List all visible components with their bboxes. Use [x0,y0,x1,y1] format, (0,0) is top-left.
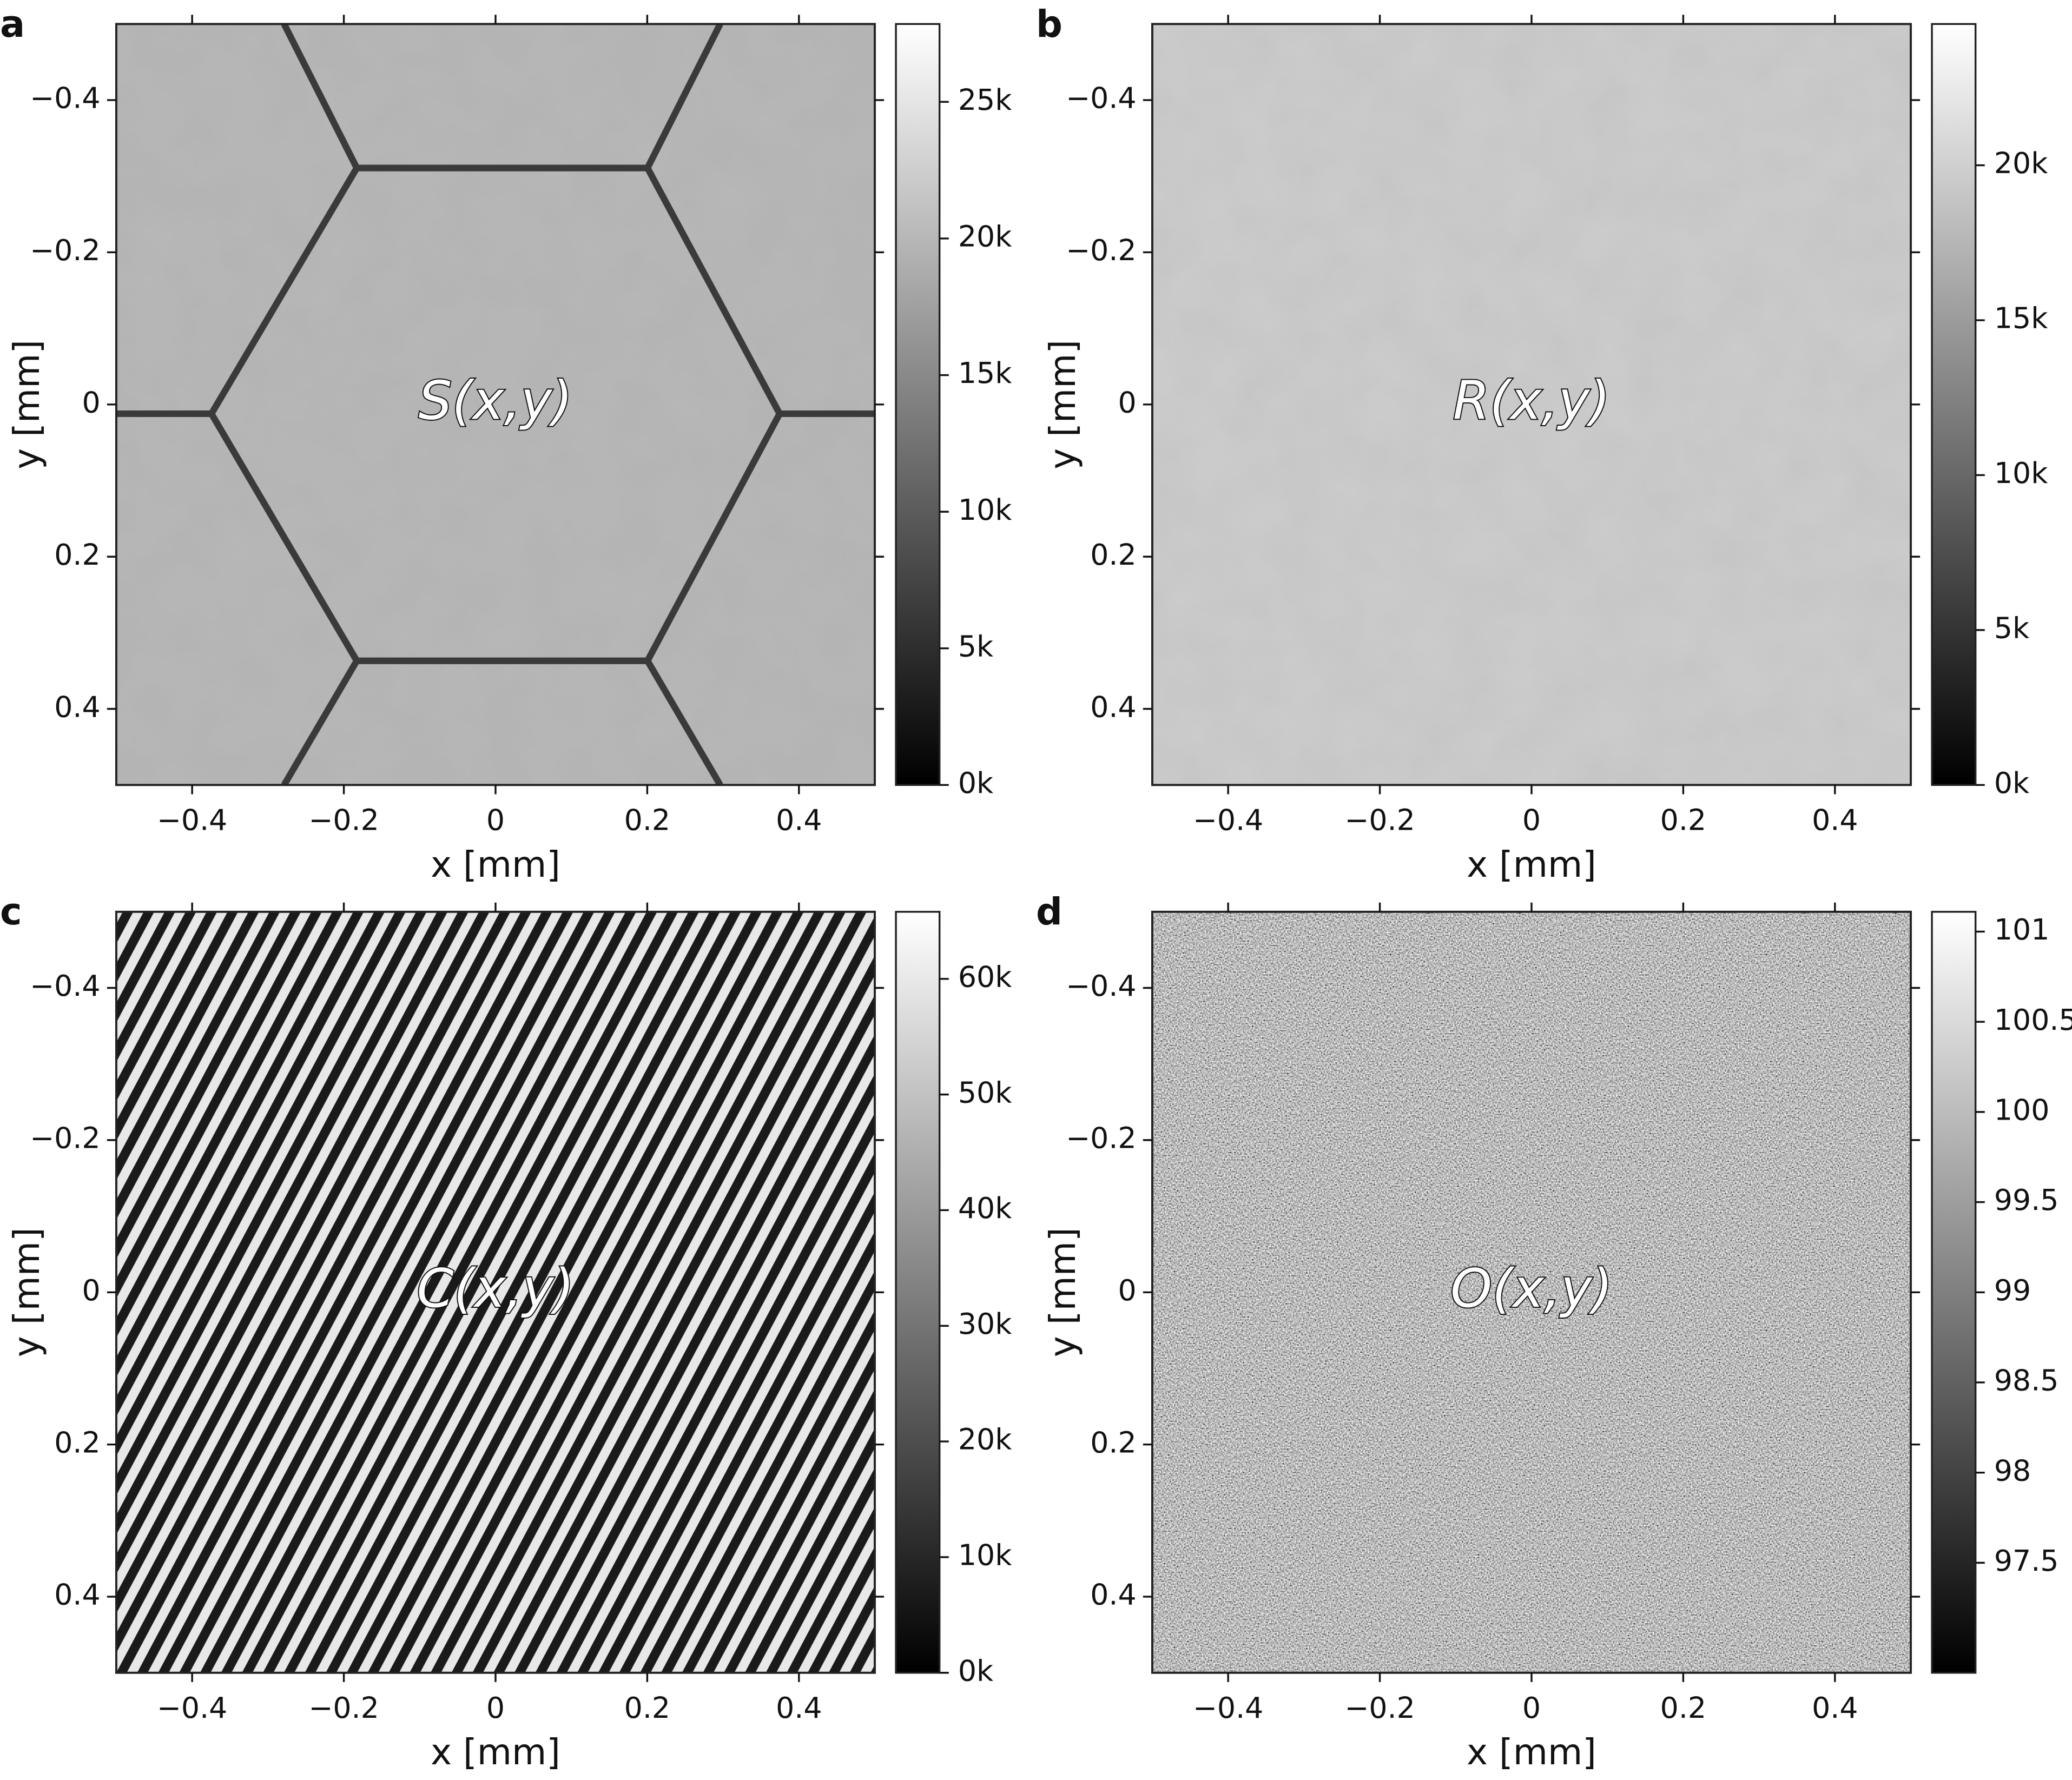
colorbar-tick-label: 20k [958,1422,1012,1457]
colorbar-tick-label: 10k [958,1538,1012,1572]
y-tick-label: 0 [82,385,100,419]
y-tick-label: −0.4 [1066,81,1136,115]
x-tick-label: 0 [486,1691,505,1725]
colorbar-tick-label: 0k [958,1653,993,1688]
colorbar [1931,23,1977,786]
colorbar-tick-label: 25k [958,83,1012,117]
x-axis-label: x [mm] [431,1731,560,1773]
image-texture [116,911,875,1673]
annotation: C(x,y) [417,1258,574,1320]
y-tick-label: −0.4 [30,81,100,115]
colorbar-tick-label: 99 [1994,1273,2031,1307]
x-axis-label: x [mm] [1467,1731,1596,1773]
colorbar-tick-label: 0k [1994,766,2029,800]
image-texture [1152,911,1911,1673]
y-axis-label: y [mm] [6,1227,48,1357]
y-tick-label: 0.2 [1090,1425,1136,1459]
image-texture [116,24,875,785]
x-tick-label: −0.2 [1344,1691,1415,1725]
image-texture [1152,24,1911,785]
colorbar-tick-label: 60k [958,960,1012,994]
colorbar-tick-label: 30k [958,1307,1012,1341]
colorbar-tick-label: 101 [1994,912,2050,947]
annotation: S(x,y) [419,370,573,432]
colorbar-tick-label: 5k [1994,611,2029,645]
x-tick-label: 0.4 [776,1691,822,1725]
x-tick-label: 0.2 [1660,803,1706,837]
x-tick-label: 0 [486,803,505,837]
y-tick-label: 0.2 [54,538,100,572]
colorbar-tick-label: 100 [1994,1093,2050,1127]
y-tick-label: 0.4 [1090,690,1136,724]
y-tick-label: 0 [82,1273,100,1307]
annotation: R(x,y) [1453,370,1611,432]
colorbar-tick-label: 20k [1994,146,2048,180]
colorbar [1931,911,1977,1674]
colorbar-tick-label: 0k [958,766,993,800]
colorbar-tick-label: 97.5 [1994,1544,2059,1578]
y-axis-label: y [mm] [6,340,48,469]
colorbar-tick-label: 10k [958,493,1012,527]
x-tick-label: 0.2 [1660,1691,1706,1725]
y-axis-label: y [mm] [1042,1227,1084,1357]
x-tick-label: 0 [1522,803,1541,837]
colorbar [895,23,941,786]
x-tick-label: −0.2 [308,803,379,837]
colorbar-tick-label: 100.5 [1994,1003,2072,1037]
y-tick-label: 0.4 [54,1578,100,1612]
y-tick-label: 0 [1118,1273,1136,1307]
panel-label: c [0,891,22,934]
x-tick-label: −0.4 [1193,1691,1263,1725]
colorbar [895,911,941,1674]
x-axis-label: x [mm] [1467,844,1596,885]
y-tick-label: −0.2 [30,233,100,267]
x-tick-label: −0.4 [157,803,227,837]
y-tick-label: 0.2 [1090,538,1136,572]
x-tick-label: 0 [1522,1691,1541,1725]
annotation: O(x,y) [1450,1258,1613,1320]
y-tick-label: −0.2 [1066,233,1136,267]
x-tick-label: 0.4 [776,803,822,837]
colorbar-tick-label: 98.5 [1994,1364,2059,1398]
x-tick-label: −0.2 [308,1691,379,1725]
y-axis-label: y [mm] [1042,340,1084,469]
y-tick-label: 0.2 [54,1425,100,1459]
colorbar-tick-label: 50k [958,1075,1012,1109]
colorbar-tick-label: 10k [1994,456,2048,490]
x-tick-label: 0.4 [1812,1691,1858,1725]
y-tick-label: −0.2 [1066,1121,1136,1155]
colorbar-tick-label: 15k [958,356,1012,390]
colorbar-tick-label: 5k [958,629,993,663]
x-tick-label: −0.4 [157,1691,227,1725]
y-tick-label: −0.4 [30,969,100,1003]
x-axis-label: x [mm] [431,844,560,885]
x-tick-label: 0.2 [624,803,670,837]
colorbar-tick-label: 98 [1994,1453,2031,1487]
y-tick-label: 0.4 [1090,1578,1136,1612]
colorbar-tick-label: 40k [958,1191,1012,1225]
y-tick-label: 0 [1118,385,1136,419]
y-tick-label: −0.2 [30,1121,100,1155]
colorbar-tick-label: 99.5 [1994,1183,2059,1217]
x-tick-label: −0.2 [1344,803,1415,837]
panel-label: a [0,3,25,46]
colorbar-tick-label: 20k [958,220,1012,254]
x-tick-label: 0.2 [624,1691,670,1725]
y-tick-label: 0.4 [54,690,100,724]
panel-label: b [1036,3,1063,46]
panel-label: d [1036,891,1063,934]
y-tick-label: −0.4 [1066,969,1136,1003]
x-tick-label: −0.4 [1193,803,1263,837]
colorbar-tick-label: 15k [1994,301,2048,335]
x-tick-label: 0.4 [1812,803,1858,837]
